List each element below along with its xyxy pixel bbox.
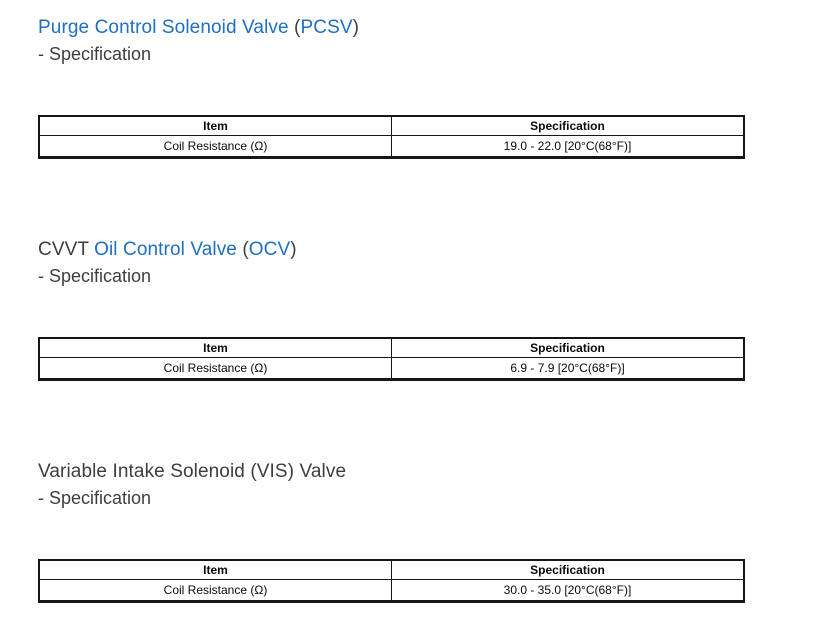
table-row: Coil Resistance (Ω) 6.9 - 7.9 [20°C(68°F… — [38, 357, 745, 380]
heading-link[interactable]: Purge Control Solenoid Valve — [38, 17, 295, 38]
section-vis: Variable Intake Solenoid (VIS) Valve - S… — [38, 459, 785, 603]
table-cell-item: Coil Resistance (Ω) — [38, 135, 392, 158]
page-content: Purge Control Solenoid Valve (PCSV) - Sp… — [38, 15, 785, 603]
table-header-specification: Specification — [391, 337, 745, 358]
heading-text: ) — [352, 17, 360, 38]
spec-table: Item Specification Coil Resistance (Ω) 3… — [38, 559, 745, 603]
table-cell-item: Coil Resistance (Ω) — [38, 357, 392, 380]
section-subheading: - Specification — [38, 488, 152, 508]
table-cell-specification: 30.0 - 35.0 [20°C(68°F)] — [391, 579, 745, 602]
heading-link[interactable]: OCV — [248, 239, 291, 260]
table-header-item: Item — [38, 115, 392, 136]
table-cell-specification: 6.9 - 7.9 [20°C(68°F)] — [391, 357, 745, 380]
table-header-specification: Specification — [391, 115, 745, 136]
heading-text: ( — [294, 17, 301, 38]
table-header-item: Item — [38, 337, 392, 358]
heading-text: Variable Intake Solenoid (VIS) Valve — [38, 461, 347, 482]
table-cell-specification: 19.0 - 22.0 [20°C(68°F)] — [391, 135, 745, 158]
section-heading: Purge Control Solenoid Valve (PCSV) — [38, 15, 785, 41]
section-ocv: CVVT Oil Control Valve (OCV) - Specifica… — [38, 237, 785, 381]
section-heading: CVVT Oil Control Valve (OCV) — [38, 237, 785, 263]
table-header-row: Item Specification — [38, 337, 745, 358]
heading-text: ) — [290, 239, 297, 260]
heading-text: ( — [242, 239, 249, 260]
heading-link[interactable]: PCSV — [300, 17, 353, 38]
table-header-specification: Specification — [391, 559, 745, 580]
table-header-row: Item Specification — [38, 115, 745, 136]
spec-table: Item Specification Coil Resistance (Ω) 6… — [38, 337, 745, 381]
section-subheading: - Specification — [38, 44, 152, 64]
table-cell-item: Coil Resistance (Ω) — [38, 579, 392, 602]
table-row: Coil Resistance (Ω) 19.0 - 22.0 [20°C(68… — [38, 135, 745, 158]
table-header-item: Item — [38, 559, 392, 580]
spec-table: Item Specification Coil Resistance (Ω) 1… — [38, 115, 745, 159]
table-header-row: Item Specification — [38, 559, 745, 580]
table-row: Coil Resistance (Ω) 30.0 - 35.0 [20°C(68… — [38, 579, 745, 602]
section-subheading: - Specification — [38, 266, 152, 286]
heading-text: CVVT — [38, 239, 95, 260]
heading-link[interactable]: Oil Control Valve — [94, 239, 243, 260]
section-heading: Variable Intake Solenoid (VIS) Valve — [38, 459, 785, 485]
section-pcsv: Purge Control Solenoid Valve (PCSV) - Sp… — [38, 15, 785, 159]
